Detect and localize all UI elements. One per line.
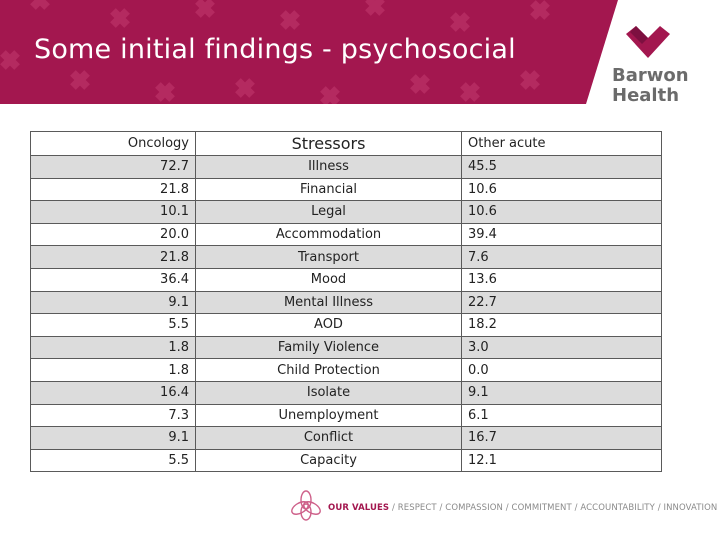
table-body: 72.7 Illness 45.5 21.8 Financial 10.6 10.1 Lega… [30, 155, 662, 473]
cell-other-acute: 22.7 [461, 290, 662, 315]
cell-oncology: 20.0 [30, 222, 196, 247]
title-banner: Some initial findings - psychosocial [0, 0, 720, 104]
table-row: 9.1 Mental Illness 22.7 [30, 290, 662, 315]
cell-stressor: Capacity [195, 448, 462, 473]
cell-other-acute: 7.6 [461, 245, 662, 269]
cell-stressor: Illness [195, 155, 462, 179]
cell-other-acute: 10.6 [461, 200, 662, 224]
logo-line-1: Barwon [612, 65, 689, 86]
logo-line-2: Health [612, 85, 680, 106]
cell-oncology: 5.5 [30, 313, 196, 337]
table-row: 5.5 AOD 18.2 [30, 313, 662, 337]
table-row: 9.1 Conflict 16.7 [30, 426, 662, 450]
cell-stressor: Transport [195, 245, 462, 269]
table-row: 21.8 Financial 10.6 [30, 177, 662, 202]
cell-other-acute: 16.7 [461, 426, 662, 450]
table-row: 36.4 Mood 13.6 [30, 267, 662, 292]
cell-oncology: 9.1 [30, 290, 196, 315]
banner-background [0, 0, 618, 104]
cell-stressor: Conflict [195, 426, 462, 450]
cell-oncology: 9.1 [30, 426, 196, 450]
table-row: 16.4 Isolate 9.1 [30, 380, 662, 405]
cell-other-acute: 45.5 [461, 155, 662, 179]
values-list: / RESPECT / COMPASSION / COMMITMENT / AC… [389, 503, 718, 513]
table-row: 72.7 Illness 45.5 [30, 155, 662, 179]
cell-other-acute: 6.1 [461, 403, 662, 428]
table-row: 10.1 Legal 10.6 [30, 200, 662, 224]
table-row: 21.8 Transport 7.6 [30, 245, 662, 269]
cell-other-acute: 18.2 [461, 313, 662, 337]
heart-icon [626, 26, 670, 58]
slide-title: Some initial findings - psychosocial [34, 34, 516, 65]
findings-table: Oncology Stressors Other acute 72.7 Illne… [30, 131, 662, 473]
cell-other-acute: 0.0 [461, 358, 662, 382]
cell-oncology: 7.3 [30, 403, 196, 428]
logo-wordmark: Barwon Health [612, 66, 689, 106]
cell-stressor: Legal [195, 200, 462, 224]
values-text: OUR VALUES / RESPECT / COMPASSION / COMM… [328, 503, 717, 513]
cell-other-acute: 12.1 [461, 448, 662, 473]
cell-stressor: Accommodation [195, 222, 462, 247]
cell-oncology: 21.8 [30, 177, 196, 202]
cell-other-acute: 3.0 [461, 335, 662, 360]
cell-stressor: Isolate [195, 380, 462, 405]
table-row: 1.8 Family Violence 3.0 [30, 335, 662, 360]
table-row: 5.5 Capacity 12.1 [30, 448, 662, 473]
cell-stressor: Mood [195, 267, 462, 292]
cell-oncology: 72.7 [30, 155, 196, 179]
cell-oncology: 5.5 [30, 448, 196, 473]
table-row: 20.0 Accommodation 39.4 [30, 222, 662, 247]
cell-oncology: 36.4 [30, 267, 196, 292]
barwon-health-logo: Barwon Health [608, 24, 692, 108]
cell-stressor: Unemployment [195, 403, 462, 428]
table-row: 7.3 Unemployment 6.1 [30, 403, 662, 428]
cell-stressor: Child Protection [195, 358, 462, 382]
cell-oncology: 1.8 [30, 335, 196, 360]
table-row: 1.8 Child Protection 0.0 [30, 358, 662, 382]
cell-other-acute: 39.4 [461, 222, 662, 247]
footer-values: OUR VALUES / RESPECT / COMPASSION / COMM… [288, 488, 717, 528]
cell-other-acute: 10.6 [461, 177, 662, 202]
cell-oncology: 16.4 [30, 380, 196, 405]
cell-oncology: 10.1 [30, 200, 196, 224]
header-other-acute: Other acute [461, 131, 662, 156]
flower-icon [291, 490, 321, 521]
cell-stressor: Financial [195, 177, 462, 202]
cell-other-acute: 9.1 [461, 380, 662, 405]
cell-oncology: 21.8 [30, 245, 196, 269]
our-values-label: OUR VALUES [328, 503, 390, 513]
header-stressors: Stressors [195, 131, 462, 156]
cell-stressor: Mental Illness [195, 290, 462, 315]
cell-oncology: 1.8 [30, 358, 196, 382]
table-header-row: Oncology Stressors Other acute [30, 131, 662, 156]
cell-other-acute: 13.6 [461, 267, 662, 292]
cell-stressor: AOD [195, 313, 462, 337]
cell-stressor: Family Violence [195, 335, 462, 360]
header-oncology: Oncology [30, 131, 196, 156]
